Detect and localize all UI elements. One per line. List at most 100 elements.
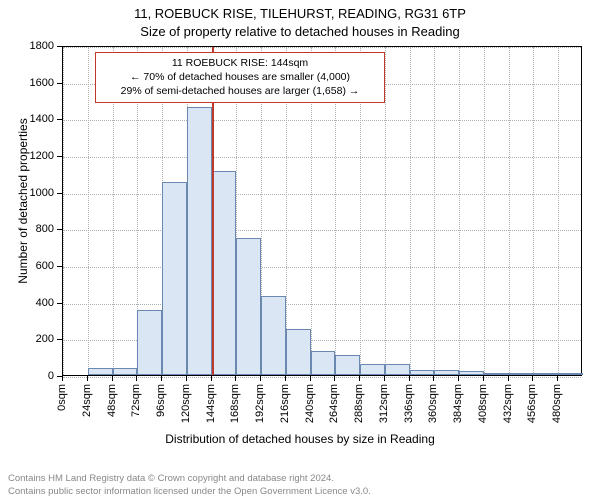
gridline-v <box>558 47 559 375</box>
gridline-v <box>88 47 89 375</box>
ytick-mark <box>57 193 62 194</box>
xtick-mark <box>334 376 335 381</box>
ytick-label: 800 <box>22 223 54 235</box>
histogram-bar <box>88 368 113 375</box>
xtick-label: 168sqm <box>229 384 241 434</box>
xtick-mark <box>235 376 236 381</box>
gridline-h <box>63 157 581 158</box>
ytick-mark <box>57 119 62 120</box>
ytick-label: 1400 <box>22 113 54 125</box>
histogram-bar <box>459 371 484 375</box>
ytick-label: 1600 <box>22 77 54 89</box>
xtick-label: 432sqm <box>502 384 514 434</box>
xtick-label: 144sqm <box>205 384 217 434</box>
xtick-mark <box>87 376 88 381</box>
histogram-bar <box>434 370 459 376</box>
annotation-line2: ← 70% of detached houses are smaller (4,… <box>102 70 378 84</box>
annotation-line3: 29% of semi-detached houses are larger (… <box>102 84 378 98</box>
xtick-mark <box>186 376 187 381</box>
footer-line1: Contains HM Land Registry data © Crown c… <box>8 473 334 484</box>
ytick-label: 0 <box>22 370 54 382</box>
xtick-mark <box>112 376 113 381</box>
gridline-v <box>385 47 386 375</box>
xtick-label: 0sqm <box>56 384 68 434</box>
ytick-label: 1200 <box>22 150 54 162</box>
xtick-mark <box>62 376 63 381</box>
histogram-bar <box>509 373 534 375</box>
histogram-bar <box>484 373 509 375</box>
gridline-h <box>63 304 581 305</box>
histogram-bar <box>113 368 138 375</box>
ytick-mark <box>57 229 62 230</box>
gridline-h <box>63 377 581 378</box>
xtick-label: 72sqm <box>130 384 142 434</box>
xtick-mark <box>384 376 385 381</box>
gridline-v <box>509 47 510 375</box>
xtick-label: 456sqm <box>526 384 538 434</box>
xtick-label: 480sqm <box>551 384 563 434</box>
xtick-label: 192sqm <box>254 384 266 434</box>
xtick-mark <box>211 376 212 381</box>
chart-title-line2: Size of property relative to detached ho… <box>0 24 600 39</box>
histogram-bar <box>533 373 558 375</box>
histogram-bar <box>286 329 311 375</box>
histogram-bar <box>162 182 187 375</box>
xtick-label: 120sqm <box>180 384 192 434</box>
histogram-bar <box>187 107 212 375</box>
xtick-mark <box>409 376 410 381</box>
xtick-mark <box>532 376 533 381</box>
gridline-v <box>434 47 435 375</box>
histogram-bar <box>385 364 410 375</box>
histogram-bar <box>335 355 360 375</box>
ytick-mark <box>57 156 62 157</box>
xtick-label: 288sqm <box>353 384 365 434</box>
gridline-v <box>533 47 534 375</box>
annotation-box: 11 ROEBUCK RISE: 144sqm← 70% of detached… <box>95 52 385 103</box>
gridline-v <box>63 47 64 375</box>
xtick-mark <box>359 376 360 381</box>
annotation-line1: 11 ROEBUCK RISE: 144sqm <box>102 56 378 70</box>
histogram-bar <box>311 351 336 375</box>
xtick-label: 24sqm <box>81 384 93 434</box>
xtick-mark <box>310 376 311 381</box>
xtick-mark <box>285 376 286 381</box>
xtick-label: 408sqm <box>477 384 489 434</box>
xtick-mark <box>483 376 484 381</box>
xtick-mark <box>433 376 434 381</box>
gridline-h <box>63 267 581 268</box>
ytick-label: 1800 <box>22 40 54 52</box>
gridline-v <box>459 47 460 375</box>
ytick-label: 200 <box>22 333 54 345</box>
histogram-bar <box>212 171 237 375</box>
gridline-v <box>410 47 411 375</box>
xtick-label: 312sqm <box>378 384 390 434</box>
histogram-bar <box>261 296 286 375</box>
xtick-label: 96sqm <box>155 384 167 434</box>
xtick-mark <box>260 376 261 381</box>
histogram-bar <box>410 370 435 376</box>
xtick-mark <box>458 376 459 381</box>
x-axis-label: Distribution of detached houses by size … <box>0 432 600 446</box>
xtick-mark <box>161 376 162 381</box>
xtick-label: 360sqm <box>427 384 439 434</box>
gridline-h <box>63 230 581 231</box>
xtick-label: 240sqm <box>304 384 316 434</box>
histogram-bar <box>558 373 583 375</box>
xtick-label: 336sqm <box>403 384 415 434</box>
xtick-label: 216sqm <box>279 384 291 434</box>
ytick-mark <box>57 339 62 340</box>
ytick-mark <box>57 266 62 267</box>
ytick-label: 400 <box>22 297 54 309</box>
xtick-label: 384sqm <box>452 384 464 434</box>
ytick-mark <box>57 46 62 47</box>
histogram-bar <box>137 310 162 375</box>
ytick-label: 600 <box>22 260 54 272</box>
ytick-mark <box>57 83 62 84</box>
xtick-label: 264sqm <box>328 384 340 434</box>
xtick-mark <box>557 376 558 381</box>
histogram-bar <box>236 238 261 375</box>
footer-line2: Contains public sector information licen… <box>8 486 371 497</box>
xtick-mark <box>508 376 509 381</box>
xtick-mark <box>136 376 137 381</box>
ytick-mark <box>57 303 62 304</box>
